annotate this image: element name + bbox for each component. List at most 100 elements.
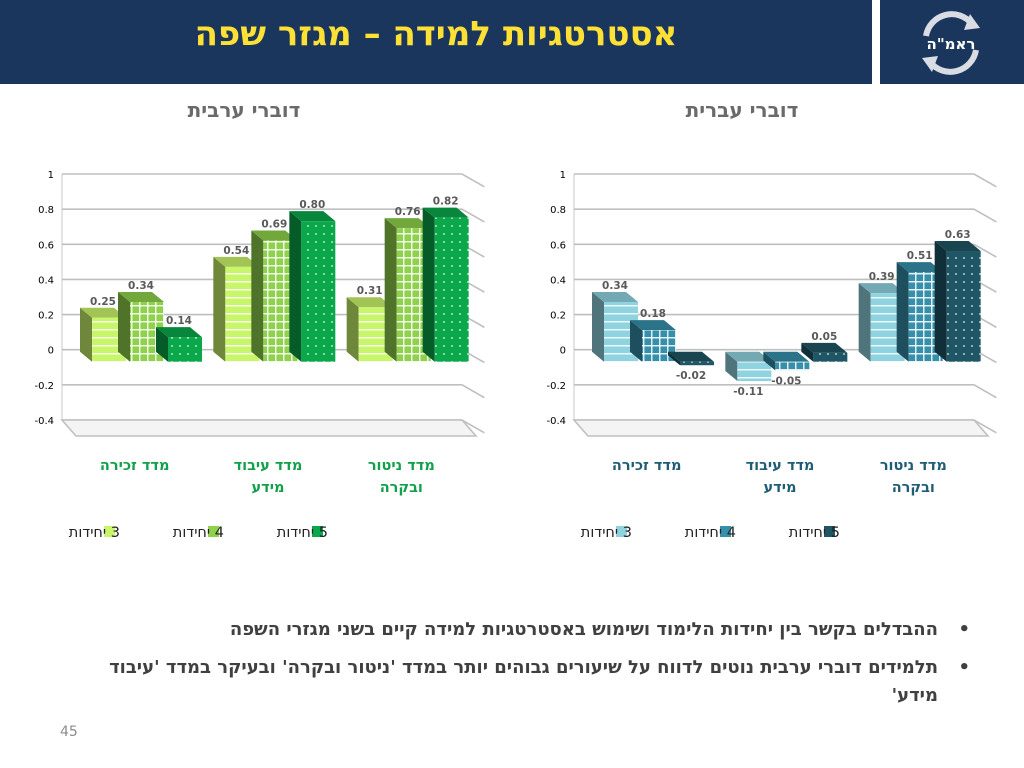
data-label: 0.54 <box>223 245 249 257</box>
logo-text: ראמ"ה <box>927 35 976 53</box>
bar-side <box>118 291 130 362</box>
data-label: -0.02 <box>676 370 706 382</box>
chart-floor <box>60 419 478 437</box>
bar <box>775 361 810 371</box>
bar-top <box>763 351 810 362</box>
data-label: 0.69 <box>261 218 287 230</box>
legend-label: 4 יחידות <box>173 525 224 541</box>
bar-top <box>934 241 981 252</box>
y-tick-label: 0.4 <box>38 275 54 286</box>
bar-group <box>289 211 336 362</box>
y-tick-label: 0.4 <box>550 275 566 286</box>
chart-hebrew: 1 0.8 0.6 0.4 0.2 0 -0.2 -0.4 0.34 -0.11 0.39 0.18 -… <box>546 170 997 541</box>
bar-side <box>346 297 359 362</box>
bar-top <box>858 283 905 294</box>
gridline <box>574 173 997 188</box>
y-tick-label: 1 <box>560 170 566 181</box>
bar-side <box>858 283 871 362</box>
bar-top <box>346 297 393 308</box>
data-label: 0.82 <box>433 196 459 208</box>
bar <box>168 337 202 362</box>
bullet-list: • ההבדלים בקשר בין יחידות הלימוד ושימוש … <box>100 616 980 720</box>
gridline <box>62 173 485 188</box>
legend-swatch <box>824 526 835 537</box>
bar-top <box>896 262 943 273</box>
data-label: 0.51 <box>907 250 933 262</box>
bar-side <box>801 342 814 362</box>
bar-top <box>592 291 638 302</box>
page-number: 45 <box>60 724 78 740</box>
legend-swatch <box>208 526 219 537</box>
y-tick-label: 0.6 <box>550 240 566 251</box>
category-label: מדד זכירה <box>100 458 170 474</box>
bar-group <box>934 241 981 362</box>
y-tick-label: 0 <box>48 346 54 357</box>
legend-label: 4 יחידות <box>685 525 736 541</box>
bar <box>737 361 772 382</box>
y-tick-label: -0.4 <box>546 416 566 427</box>
bar <box>680 361 714 366</box>
bar <box>434 217 469 362</box>
bar-group <box>763 351 810 371</box>
category-label: מידע <box>252 480 285 496</box>
legend-swatch <box>720 526 731 537</box>
legend-label: 3 יחידות <box>69 525 120 541</box>
legend-label: 5 יחידות <box>277 525 328 541</box>
gridline <box>62 384 485 399</box>
category-label: מדד זכירה <box>612 458 682 474</box>
legend-label: 3 יחידות <box>581 525 632 541</box>
bullet-text: תלמידים דוברי ערבית נוטים לדווח על שיעור… <box>109 657 938 706</box>
chart-title-hebrew: דוברי עברית <box>685 98 799 122</box>
bar-side <box>630 320 642 362</box>
legend-label: 5 יחידות <box>789 525 840 541</box>
y-tick-label: 0.8 <box>38 205 54 216</box>
bar-group <box>422 207 469 362</box>
y-tick-label: -0.4 <box>34 416 54 427</box>
bar-side <box>668 351 680 366</box>
bar-top <box>289 211 336 222</box>
category-label: מדד ניטור <box>368 458 435 474</box>
bar-side <box>725 351 738 382</box>
bar-top <box>422 207 469 218</box>
data-label: 0.18 <box>640 308 666 320</box>
bar-side <box>213 256 226 362</box>
y-tick-label: 0.8 <box>550 205 566 216</box>
legend-swatch <box>104 526 115 537</box>
bar-group <box>156 327 202 362</box>
gridline <box>574 208 997 223</box>
bullet-text: ההבדלים בקשר בין יחידות הלימוד ושימוש בא… <box>229 619 938 640</box>
data-label: 0.25 <box>90 296 116 308</box>
category-label: מדד עיבוד <box>746 458 815 474</box>
y-tick-label: 1 <box>48 170 54 181</box>
data-label: 0.39 <box>869 271 895 283</box>
bar-side <box>384 218 397 362</box>
data-label: 0.14 <box>166 315 192 327</box>
category-label: מידע <box>764 480 797 496</box>
bar-top <box>213 256 260 267</box>
bar-side <box>251 230 264 362</box>
chart-title-arabic: דוברי ערבית <box>187 98 301 122</box>
bar <box>946 251 981 362</box>
y-tick-label: 0.6 <box>38 240 54 251</box>
data-label: -0.05 <box>771 376 801 388</box>
data-label: 0.34 <box>602 280 628 292</box>
bar-top <box>630 320 676 331</box>
data-label: 0.63 <box>945 229 971 241</box>
y-tick-label: 0.2 <box>550 311 566 322</box>
bar-side <box>934 241 947 362</box>
bar-top <box>251 230 298 241</box>
bar-group <box>630 320 676 362</box>
y-tick-label: -0.2 <box>546 381 566 392</box>
y-tick-label: -0.2 <box>34 381 54 392</box>
category-label: מדד ניטור <box>880 458 947 474</box>
bar <box>813 352 848 362</box>
bar-side <box>422 207 435 362</box>
legend-swatch <box>312 526 323 537</box>
bullet-item: • תלמידים דוברי ערבית נוטים לדווח על שיע… <box>100 654 980 710</box>
y-tick-label: 0.2 <box>38 311 54 322</box>
bullet-dot: • <box>958 619 970 640</box>
bar-top <box>668 351 714 362</box>
bar-top <box>801 342 848 353</box>
bar-top <box>384 218 431 229</box>
bullet-item: • ההבדלים בקשר בין יחידות הלימוד ושימוש … <box>100 616 980 644</box>
